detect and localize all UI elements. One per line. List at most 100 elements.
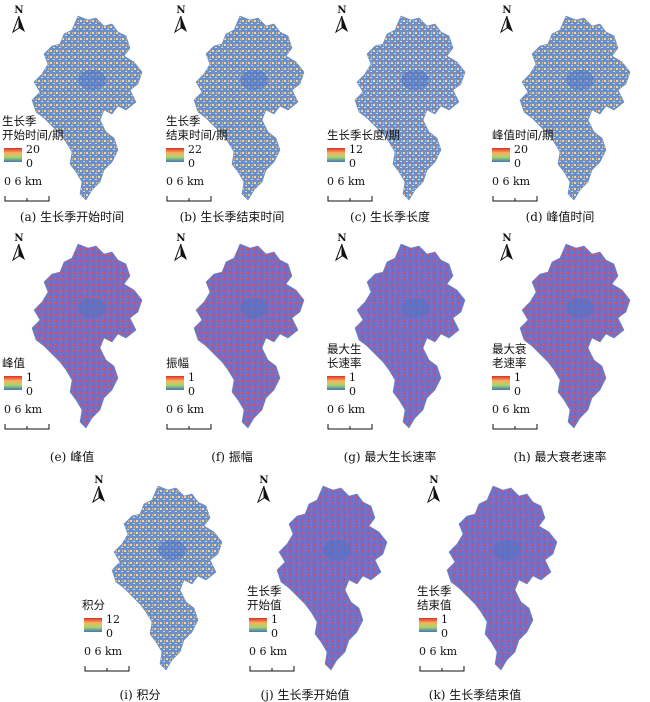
color-ramp bbox=[327, 148, 345, 162]
legend-title-line: 最大衰 bbox=[492, 342, 527, 356]
legend-title-line: 最大生 bbox=[327, 342, 362, 356]
legend-min-value: 0 bbox=[188, 157, 195, 170]
region-map bbox=[31, 243, 143, 429]
region-map bbox=[276, 485, 388, 671]
color-ramp bbox=[492, 148, 510, 162]
north-arrow: N bbox=[335, 234, 349, 262]
north-label: N bbox=[259, 475, 269, 486]
north-label: N bbox=[337, 233, 347, 244]
legend-title: 振幅 bbox=[166, 356, 189, 370]
panel-caption: (h) 最大衰老速率 bbox=[513, 450, 607, 464]
north-arrow-icon bbox=[12, 16, 25, 34]
scale-bar-label: 0 6 km bbox=[4, 175, 43, 188]
legend-title: 最大衰 老速率 bbox=[492, 342, 527, 370]
region-map bbox=[193, 15, 305, 201]
scale-bar bbox=[492, 424, 538, 430]
legend-title-line: 结束值 bbox=[417, 598, 452, 612]
scale-bar-label: 0 6 km bbox=[84, 645, 123, 658]
north-arrow-icon bbox=[174, 244, 187, 262]
panel-caption: (a) 生长季开始时间 bbox=[19, 210, 125, 224]
scale-bar-label: 0 6 km bbox=[419, 645, 458, 658]
north-arrow-icon bbox=[335, 16, 348, 34]
legend-max-value: 1 bbox=[271, 613, 278, 626]
color-ramp bbox=[166, 148, 184, 162]
north-label: N bbox=[14, 233, 24, 244]
legend-max-value: 1 bbox=[441, 613, 448, 626]
scale-bar bbox=[84, 666, 130, 672]
legend-max-value: 1 bbox=[514, 371, 521, 384]
legend-title-line: 峰值时间/期 bbox=[492, 128, 554, 142]
legend-title: 最大生 长速率 bbox=[327, 342, 362, 370]
north-arrow-icon bbox=[12, 244, 25, 262]
north-arrow-icon bbox=[427, 486, 440, 504]
north-label: N bbox=[502, 5, 512, 16]
north-label: N bbox=[429, 475, 439, 486]
legend-max-value: 12 bbox=[106, 613, 120, 626]
legend-min-value: 0 bbox=[441, 627, 448, 640]
color-ramp bbox=[166, 376, 184, 390]
north-arrow: N bbox=[92, 476, 106, 504]
color-ramp bbox=[419, 618, 437, 632]
panel-caption: (d) 峰值时间 bbox=[525, 210, 595, 224]
legend-title-line: 振幅 bbox=[166, 356, 189, 370]
legend-max-value: 12 bbox=[349, 143, 363, 156]
north-label: N bbox=[502, 233, 512, 244]
legend-min-value: 0 bbox=[26, 157, 33, 170]
region-map bbox=[354, 15, 466, 201]
north-label: N bbox=[337, 5, 347, 16]
north-label: N bbox=[94, 475, 104, 486]
color-ramp bbox=[492, 376, 510, 390]
north-arrow: N bbox=[174, 6, 188, 34]
legend-title: 生长季 开始时间/期 bbox=[2, 114, 63, 142]
panel-caption: (j) 生长季开始值 bbox=[260, 688, 350, 702]
scale-bar-label: 0 6 km bbox=[492, 175, 531, 188]
color-ramp bbox=[4, 148, 22, 162]
color-ramp bbox=[4, 376, 22, 390]
legend-title-line: 生长季长度/期 bbox=[327, 128, 400, 142]
legend-title-line: 生长季 bbox=[247, 584, 282, 598]
legend-min-value: 0 bbox=[271, 627, 278, 640]
north-label: N bbox=[14, 5, 24, 16]
north-arrow-icon bbox=[174, 16, 187, 34]
region-map bbox=[111, 485, 223, 671]
legend-min-value: 0 bbox=[514, 157, 521, 170]
legend-min-value: 0 bbox=[349, 385, 356, 398]
north-arrow-icon bbox=[257, 486, 270, 504]
region-map bbox=[519, 243, 631, 429]
region-map bbox=[354, 243, 466, 429]
legend-title-line: 老速率 bbox=[492, 356, 527, 370]
legend-title: 积分 bbox=[82, 598, 105, 612]
scale-bar bbox=[4, 196, 50, 202]
scale-bar bbox=[492, 196, 538, 202]
scale-bar bbox=[327, 196, 373, 202]
legend-title-line: 峰值 bbox=[2, 356, 25, 370]
legend-title: 峰值时间/期 bbox=[492, 128, 553, 142]
scale-bar-label: 0 6 km bbox=[4, 403, 43, 416]
legend-title: 生长季长度/期 bbox=[327, 128, 400, 142]
north-arrow: N bbox=[12, 234, 26, 262]
legend-min-value: 0 bbox=[514, 385, 521, 398]
panel-caption: (e) 峰值 bbox=[49, 450, 95, 464]
north-arrow: N bbox=[174, 234, 188, 262]
scale-bar-label: 0 6 km bbox=[327, 403, 366, 416]
legend-min-value: 0 bbox=[188, 385, 195, 398]
color-ramp bbox=[84, 618, 102, 632]
legend-title-line: 生长季 bbox=[417, 584, 452, 598]
north-label: N bbox=[176, 5, 186, 16]
legend-title-line: 开始时间/期 bbox=[2, 128, 64, 142]
north-arrow-icon bbox=[92, 486, 105, 504]
legend-min-value: 0 bbox=[26, 385, 33, 398]
color-ramp bbox=[249, 618, 267, 632]
scale-bar bbox=[419, 666, 465, 672]
legend-max-value: 20 bbox=[514, 143, 528, 156]
legend-title: 生长季 开始值 bbox=[247, 584, 282, 612]
region-map bbox=[519, 15, 631, 201]
legend-min-value: 0 bbox=[349, 157, 356, 170]
legend-min-value: 0 bbox=[106, 627, 113, 640]
scale-bar bbox=[327, 424, 373, 430]
scale-bar bbox=[4, 424, 50, 430]
north-arrow: N bbox=[500, 6, 514, 34]
north-arrow: N bbox=[257, 476, 271, 504]
legend-title-line: 生长季 bbox=[2, 114, 37, 128]
color-ramp bbox=[327, 376, 345, 390]
